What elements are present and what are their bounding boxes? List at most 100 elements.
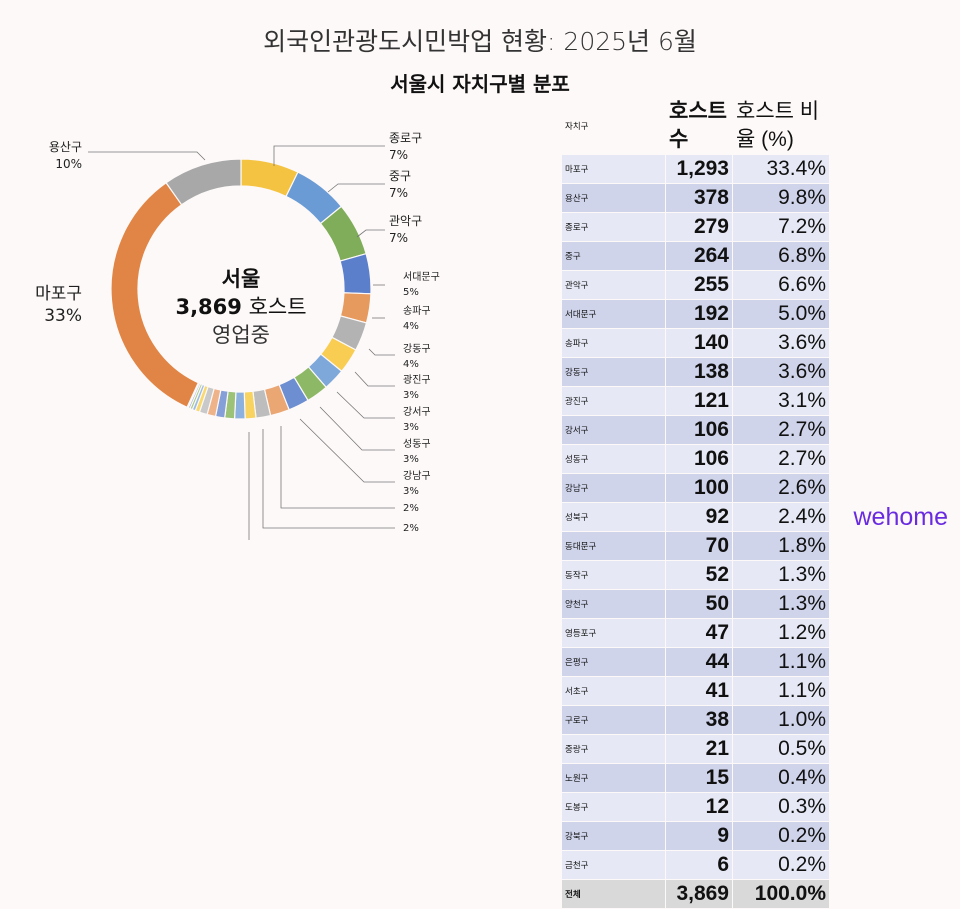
table-row: 성동구 106 2.7% — [562, 445, 829, 473]
table-cell: 1.3% — [733, 561, 829, 589]
label-gangnam: 강남구 3% — [403, 471, 431, 497]
table-cell: 9 — [666, 822, 732, 850]
table-cell: 100.0% — [733, 880, 829, 908]
table-row: 서대문구 192 5.0% — [562, 300, 829, 328]
table-row: 강동구 138 3.6% — [562, 358, 829, 386]
table-row: 중구 264 6.8% — [562, 242, 829, 270]
table-row: 도봉구 12 0.3% — [562, 793, 829, 821]
table-cell: 0.5% — [733, 735, 829, 763]
table-cell: 강서구 — [562, 416, 665, 444]
table-cell: 2.4% — [733, 503, 829, 531]
table-cell: 호스트 비율 (%) — [733, 98, 829, 154]
table-cell: 도봉구 — [562, 793, 665, 821]
table-row: 동대문구 70 1.8% — [562, 532, 829, 560]
donut-center: 서울 3,869 호스트 영업중 — [141, 265, 341, 349]
table-row: 은평구 44 1.1% — [562, 648, 829, 676]
table-cell: 100 — [666, 474, 732, 502]
table-row: 중랑구 21 0.5% — [562, 735, 829, 763]
table-cell: 1.1% — [733, 677, 829, 705]
table-cell: 33.4% — [733, 155, 829, 183]
table-cell: 자치구 — [562, 98, 665, 154]
table-cell: 0.2% — [733, 822, 829, 850]
table-cell: 마포구 — [562, 155, 665, 183]
leader-line-gangnam — [299, 418, 395, 483]
table-cell: 강남구 — [562, 474, 665, 502]
table-cell: 강북구 — [562, 822, 665, 850]
table-row: 구로구 38 1.0% — [562, 706, 829, 734]
table-cell: 106 — [666, 445, 732, 473]
table-cell: 종로구 — [562, 213, 665, 241]
table-row: 동작구 52 1.3% — [562, 561, 829, 589]
table-cell: 5.0% — [733, 300, 829, 328]
table-cell: 중랑구 — [562, 735, 665, 763]
table-cell: 2.7% — [733, 416, 829, 444]
table-row: 전체 3,869 100.0% — [562, 880, 829, 908]
table-cell: 41 — [666, 677, 732, 705]
label-gwangjin: 광진구 3% — [403, 375, 431, 401]
table-row: 송파구 140 3.6% — [562, 329, 829, 357]
table-row: 마포구 1,293 33.4% — [562, 155, 829, 183]
table-cell: 12 — [666, 793, 732, 821]
leader-line-gangseo — [336, 391, 395, 419]
leader-line-gwangjin — [354, 371, 395, 387]
label-dongdaemun: 2% — [403, 523, 419, 534]
leader-line-seongbuk — [280, 426, 395, 509]
table-row: 강남구 100 2.6% — [562, 474, 829, 502]
label-gangseo: 강서구 3% — [403, 407, 431, 433]
table-cell: 9.8% — [733, 184, 829, 212]
table-cell: 1.1% — [733, 648, 829, 676]
label-seongdong: 성동구 3% — [403, 439, 431, 465]
table-row: 종로구 279 7.2% — [562, 213, 829, 241]
table-cell: 0.3% — [733, 793, 829, 821]
donut-chart — [88, 145, 395, 540]
table-row: 영등포구 47 1.2% — [562, 619, 829, 647]
table-cell: 3,869 — [666, 880, 732, 908]
table-row: 광진구 121 3.1% — [562, 387, 829, 415]
table-cell: 0.4% — [733, 764, 829, 792]
leader-line-seongdong — [319, 406, 395, 451]
table-cell: 1.3% — [733, 590, 829, 618]
table-cell: 양천구 — [562, 590, 665, 618]
table-row: 성북구 92 2.4% — [562, 503, 829, 531]
leader-line-dongdaemun — [262, 429, 395, 529]
table-cell: 호스트 수 — [666, 98, 732, 154]
label-mapo: 마포구 33% — [35, 284, 82, 326]
table-cell: 성동구 — [562, 445, 665, 473]
table-cell: 106 — [666, 416, 732, 444]
page-title: 외국인관광도시민박업 현황: 2025년 6월 — [263, 27, 697, 56]
label-jongno: 종로구 7% — [389, 131, 423, 162]
label-gangdong: 강동구 4% — [403, 344, 431, 370]
table-cell: 관악구 — [562, 271, 665, 299]
table-cell: 서초구 — [562, 677, 665, 705]
table-cell: 47 — [666, 619, 732, 647]
table-cell: 성북구 — [562, 503, 665, 531]
donut-slice-24 — [165, 158, 242, 206]
table-row: 노원구 15 0.4% — [562, 764, 829, 792]
table-cell: 서대문구 — [562, 300, 665, 328]
table-cell: 3.6% — [733, 329, 829, 357]
table-cell: 264 — [666, 242, 732, 270]
table-cell: 70 — [666, 532, 732, 560]
table-cell: 용산구 — [562, 184, 665, 212]
leader-line-jung — [327, 183, 385, 193]
table-cell: 0.2% — [733, 851, 829, 879]
table-cell: 121 — [666, 387, 732, 415]
table-row: 금천구 6 0.2% — [562, 851, 829, 879]
table-cell: 은평구 — [562, 648, 665, 676]
leader-line-jongno — [273, 145, 385, 166]
table-row: 서초구 41 1.1% — [562, 677, 829, 705]
table-cell: 송파구 — [562, 329, 665, 357]
table-cell: 279 — [666, 213, 732, 241]
table-cell: 192 — [666, 300, 732, 328]
table-cell: 21 — [666, 735, 732, 763]
table-cell: 동작구 — [562, 561, 665, 589]
table-cell: 광진구 — [562, 387, 665, 415]
table-cell: 138 — [666, 358, 732, 386]
table-cell: 금천구 — [562, 851, 665, 879]
donut-slice-3 — [339, 252, 372, 295]
table-cell: 구로구 — [562, 706, 665, 734]
table-cell: 44 — [666, 648, 732, 676]
table-cell: 3.6% — [733, 358, 829, 386]
table-cell: 140 — [666, 329, 732, 357]
table-cell: 1.8% — [733, 532, 829, 560]
